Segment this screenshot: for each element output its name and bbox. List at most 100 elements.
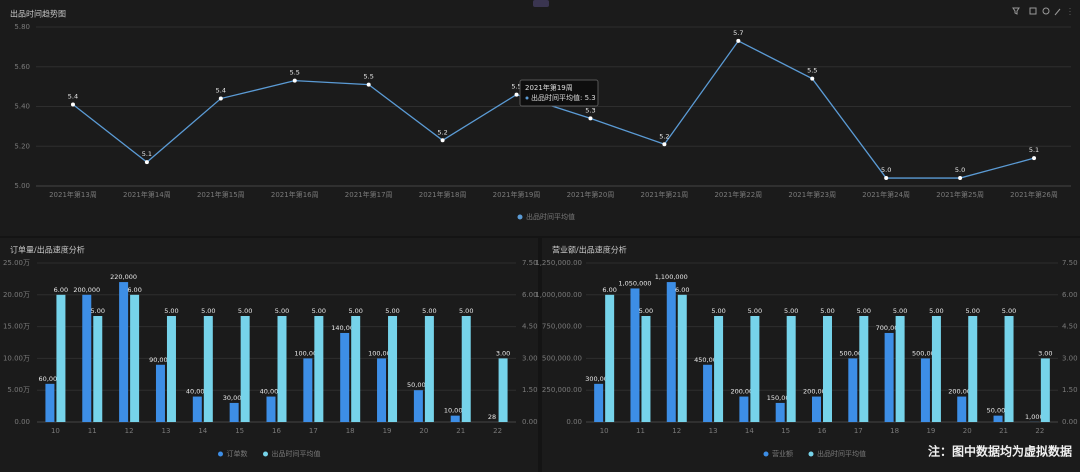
y-tick-label: 1,250,000.00	[535, 259, 582, 267]
x-tick-label: 2021年第19周	[493, 190, 541, 199]
bar	[56, 294, 66, 422]
x-tick-label: 19	[926, 427, 935, 435]
y-tick-label: 5.20	[14, 142, 30, 150]
bar	[155, 364, 165, 422]
bar	[920, 358, 930, 422]
value-label: 5.4	[68, 93, 78, 101]
x-tick-label: 2021年第17周	[345, 190, 393, 199]
value-label: 5.00	[348, 307, 362, 315]
value-label: 200,000	[803, 388, 830, 396]
point	[884, 176, 889, 181]
legend-label: 出品时间平均值	[526, 212, 575, 221]
y2-tick-label: 4.50	[1062, 323, 1078, 331]
bar	[45, 383, 55, 422]
value-label: 5.00	[929, 307, 943, 315]
bar	[677, 294, 687, 422]
y-tick-label: 1,000,000.00	[535, 291, 582, 299]
value-label: 40,000	[186, 388, 209, 396]
edit-icon[interactable]	[1054, 8, 1061, 16]
bar	[203, 316, 213, 422]
point	[1032, 156, 1037, 161]
x-tick-label: 22	[1035, 427, 1044, 435]
value-label: 200,000	[73, 286, 100, 294]
y2-tick-label: 1.50	[522, 386, 538, 394]
bar	[166, 316, 176, 422]
value-label: 6.00	[54, 286, 68, 294]
x-tick-label: 2021年第20周	[567, 190, 615, 199]
value-label: 5.0	[881, 166, 891, 174]
value-label: 5.00	[748, 307, 762, 315]
y-tick-label: 20.00万	[3, 291, 30, 299]
value-label: 1,000	[1025, 413, 1044, 421]
bar	[266, 396, 276, 422]
value-label: 60,000	[39, 375, 62, 383]
x-tick-label: 2021年第25周	[936, 190, 984, 199]
value-label: 5.1	[1029, 146, 1039, 154]
bar	[931, 316, 941, 422]
x-tick-label: 2021年第13周	[49, 190, 97, 199]
value-label: 5.00	[164, 307, 178, 315]
x-tick-label: 2021年第14周	[123, 190, 171, 199]
value-label: 5.00	[91, 307, 105, 315]
panel	[0, 0, 1080, 236]
value-label: 5.00	[820, 307, 834, 315]
value-label: 5.2	[437, 128, 447, 136]
point	[144, 160, 149, 165]
bar	[413, 390, 423, 422]
value-label: 5.0	[955, 166, 965, 174]
x-tick-label: 15	[235, 427, 244, 435]
value-label: 5.00	[639, 307, 653, 315]
x-tick-label: 2021年第24周	[862, 190, 910, 199]
x-tick-label: 18	[890, 427, 899, 435]
x-tick-label: 14	[745, 427, 754, 435]
bar	[277, 316, 287, 422]
bar	[884, 332, 894, 422]
bar	[848, 358, 858, 422]
bar	[714, 316, 724, 422]
point	[218, 96, 223, 101]
x-tick-label: 2021年第23周	[788, 190, 836, 199]
legend-marker	[763, 451, 769, 457]
bar	[377, 358, 387, 422]
x-tick-label: 12	[672, 427, 681, 435]
x-tick-label: 18	[346, 427, 355, 435]
bar	[498, 358, 508, 422]
export-icon[interactable]	[1029, 7, 1037, 15]
bar	[351, 316, 361, 422]
y-tick-label: 5.00	[14, 182, 30, 190]
value-label: 6.00	[602, 286, 616, 294]
value-label: 50,000	[407, 381, 430, 389]
drag-handle[interactable]	[533, 0, 549, 7]
bar	[859, 316, 869, 422]
bar	[450, 415, 460, 422]
value-label: 150,000	[767, 394, 794, 402]
point	[736, 38, 741, 43]
bar	[750, 316, 760, 422]
bar	[739, 396, 749, 422]
bar	[388, 316, 398, 422]
y-tick-label: 5.80	[14, 23, 30, 31]
x-tick-label: 17	[854, 427, 863, 435]
y-tick-label: 25.00万	[3, 259, 30, 267]
value-label: 100,000	[368, 349, 395, 357]
legend-marker	[808, 451, 814, 457]
refresh-icon[interactable]	[1042, 7, 1050, 15]
x-tick-label: 20	[963, 427, 972, 435]
value-label: 6.00	[675, 286, 689, 294]
value-label: 28	[488, 413, 496, 421]
legend-label: 营业额	[772, 449, 793, 458]
filter-icon[interactable]	[1012, 7, 1020, 15]
value-label: 5.1	[142, 150, 152, 158]
value-label: 1,050,000	[618, 279, 651, 287]
value-label: 3.00	[1038, 349, 1052, 357]
x-tick-label: 15	[781, 427, 790, 435]
y2-tick-label: 3.00	[522, 354, 538, 362]
value-label: 140,000	[331, 324, 358, 332]
x-tick-label: 2021年第18周	[419, 190, 467, 199]
y2-tick-label: 0.00	[522, 418, 538, 426]
chart-title: 营业额/出品速度分析	[552, 245, 627, 255]
x-tick-label: 13	[709, 427, 718, 435]
y-tick-label: 10.00万	[3, 354, 30, 362]
bar	[192, 396, 202, 422]
